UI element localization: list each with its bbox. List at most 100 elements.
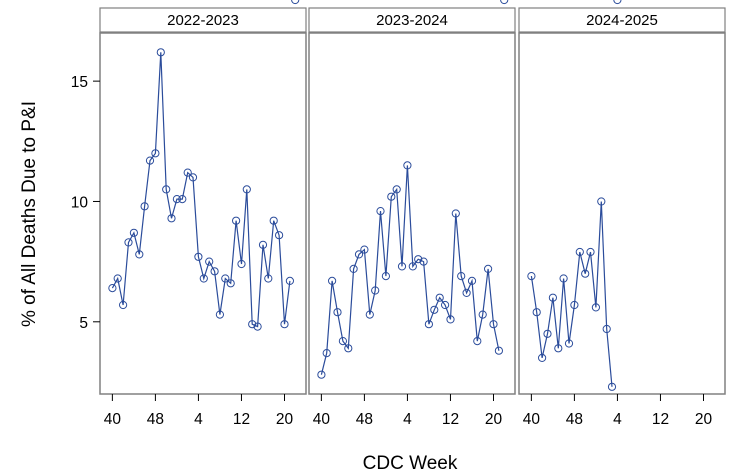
data-point (581, 269, 590, 278)
data-point (167, 214, 176, 223)
panel-strip-label: 2024-2025 (586, 12, 658, 29)
panel-frame (308, 32, 516, 395)
x-tick-label: 20 (276, 411, 294, 428)
panel-2024-2025: 2024-2025 40 48 4 12 20 (518, 0, 726, 428)
y-tick-label: 10 (71, 194, 89, 211)
data-point (570, 300, 579, 310)
data-point (221, 274, 230, 283)
data-point (108, 284, 117, 293)
data-point (365, 310, 374, 319)
data-point (183, 168, 192, 177)
panel-strip (99, 7, 307, 33)
x-tick-label: 12 (652, 411, 669, 428)
data-point (269, 216, 278, 225)
x-tick-label: 4 (403, 411, 412, 428)
data-point (232, 216, 241, 225)
x-tick-label: 4 (194, 411, 203, 428)
data-point (140, 202, 149, 211)
data-point (392, 185, 401, 194)
data-point (613, 0, 622, 5)
data-point (451, 209, 460, 218)
data-point (156, 48, 165, 57)
data-point (591, 303, 601, 312)
data-point (532, 308, 541, 317)
data-point (559, 274, 568, 283)
data-point (338, 337, 347, 346)
data-point (328, 276, 337, 285)
x-tick-label: 4 (613, 411, 622, 428)
data-point (285, 276, 294, 285)
x-tick-label: 20 (485, 411, 503, 428)
y-tick-label: 5 (79, 315, 88, 332)
x-tick-label: 40 (104, 411, 122, 428)
data-point (280, 320, 289, 329)
x-tick-label: 40 (313, 411, 331, 428)
x-tick-label: 40 (523, 411, 541, 428)
panel-strip (308, 7, 516, 33)
data-point (376, 207, 385, 216)
data-point (446, 315, 455, 324)
data-point (210, 267, 219, 276)
data-point (478, 310, 487, 319)
data-point (397, 262, 407, 271)
data-point (248, 320, 257, 329)
data-point (199, 274, 208, 283)
data-point (124, 238, 133, 247)
data-point (178, 195, 187, 204)
data-point (435, 293, 444, 302)
panel-strip (518, 7, 726, 33)
data-point (381, 272, 390, 281)
panel-2022-2023: 2022-2023 40 48 4 12 20 (99, 0, 307, 428)
data-point (113, 274, 122, 283)
data-point (548, 293, 558, 302)
panel-strip-label: 2022-2023 (167, 12, 239, 29)
data-point (205, 257, 214, 266)
x-tick-label: 12 (233, 411, 250, 428)
x-tick-label: 48 (566, 411, 583, 428)
data-point (564, 339, 574, 348)
panel-frame (518, 32, 726, 395)
y-tick-label: 15 (71, 74, 88, 91)
data-point (354, 250, 364, 259)
data-point (387, 192, 396, 201)
data-point (575, 247, 584, 257)
data-point (317, 370, 326, 379)
data-point (586, 247, 595, 257)
x-tick-label: 12 (442, 411, 459, 428)
x-tick-label: 20 (695, 411, 713, 428)
panel-strip-label: 2023-2024 (376, 12, 448, 29)
data-point (462, 288, 471, 297)
data-point (215, 310, 224, 319)
data-point (151, 149, 160, 158)
data-point (135, 250, 144, 259)
data-point (543, 329, 552, 338)
data-point (441, 300, 450, 310)
data-point (602, 324, 611, 334)
data-point (291, 0, 300, 5)
data-point (360, 245, 369, 254)
data-point (258, 240, 268, 249)
data-point (489, 320, 498, 329)
data-point (414, 255, 423, 264)
series-line (530, 201, 613, 387)
data-point (119, 300, 128, 310)
x-tick-label: 48 (147, 411, 164, 428)
x-axis-title: CDC Week (363, 453, 458, 474)
series-line (111, 52, 291, 328)
data-point (403, 161, 412, 170)
data-point (419, 257, 428, 266)
data-point (554, 344, 563, 353)
data-point (607, 382, 617, 391)
y-axis-title: % of All Deaths Due to P&I (19, 101, 40, 327)
data-point (237, 259, 246, 269)
data-point (129, 228, 138, 237)
data-point (322, 349, 331, 358)
data-point (538, 353, 547, 362)
data-point (430, 305, 439, 314)
data-point (275, 231, 284, 240)
data-point (349, 264, 358, 273)
data-point (145, 156, 155, 165)
data-point (333, 308, 342, 317)
data-point (467, 276, 477, 285)
